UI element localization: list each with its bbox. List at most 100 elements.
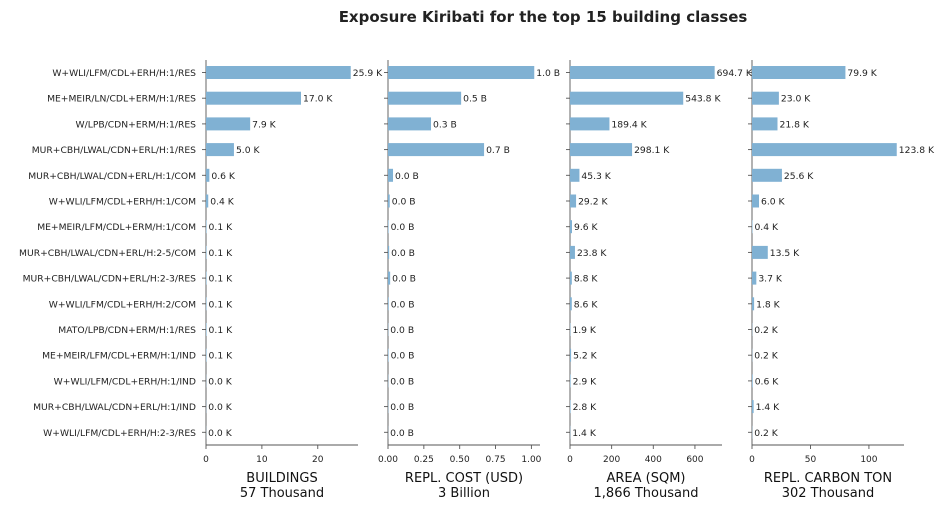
bar-value-label: 0.4 K (754, 222, 779, 233)
bar (206, 66, 351, 79)
x-tick-label: 200 (603, 455, 620, 465)
bar (388, 220, 389, 234)
x-tick-label: 20 (312, 455, 324, 465)
bar-value-label: 45.3 K (581, 171, 611, 182)
bar (752, 91, 779, 105)
bar-value-label: 0.0 B (391, 351, 415, 362)
bar-value-label: 0.1 K (209, 299, 234, 310)
x-tick-label: 1.00 (521, 455, 541, 465)
bar-value-label: 0.0 B (390, 376, 414, 387)
bar-value-label: 0.0 B (390, 428, 414, 439)
bar (206, 348, 207, 362)
bar-value-label: 0.1 K (209, 222, 234, 233)
x-axis-label: REPL. CARBON TON (764, 471, 892, 486)
bar-value-label: 0.0 B (390, 325, 414, 336)
bar (570, 245, 575, 259)
bar (570, 271, 572, 285)
bar-value-label: 0.2 K (754, 351, 779, 362)
x-tick-label: 600 (686, 455, 703, 465)
chart-title: Exposure Kiribati for the top 15 buildin… (339, 8, 748, 26)
bar-value-label: 21.8 K (779, 119, 809, 130)
x-tick-label: 0.50 (450, 455, 470, 465)
x-tick-label: 0 (567, 455, 573, 465)
bar-value-label: 0.5 B (463, 94, 487, 105)
bar (388, 117, 432, 131)
bar-value-label: 0.0 B (395, 171, 419, 182)
bar-value-label: 0.4 K (210, 197, 235, 208)
panel-total-label: 1,866 Thousand (594, 486, 699, 501)
bar-value-label: 0.6 K (211, 171, 236, 182)
bar (752, 271, 757, 285)
category-label: W+WLI/LFM/CDL+ERH/H:2/COM (49, 299, 196, 310)
category-label: W/LPB/CDN+ERM/H:1/RES (76, 119, 197, 130)
bar-value-label: 79.9 K (847, 68, 877, 79)
bar-value-label: 1.4 K (572, 428, 597, 439)
x-axis-label: REPL. COST (USD) (405, 471, 523, 486)
bar (752, 117, 778, 131)
bar-value-label: 0.0 B (390, 402, 414, 413)
bar (752, 66, 846, 79)
bar (570, 297, 572, 311)
bar (388, 245, 390, 259)
bar-value-label: 5.2 K (573, 351, 598, 362)
bar-value-label: 25.9 K (353, 68, 383, 79)
category-label: MUR+CBH/LWAL/CDN+ERL/H:1/RES (32, 145, 196, 156)
category-label: W+WLI/LFM/CDL+ERH/H:1/RES (52, 68, 196, 79)
bar-value-label: 0.2 K (754, 325, 779, 336)
panel-total-label: 57 Thousand (240, 486, 324, 501)
bar-value-label: 23.8 K (577, 248, 607, 259)
bar-value-label: 0.0 B (392, 274, 416, 285)
bar (206, 271, 207, 285)
bar-value-label: 0.0 K (208, 376, 233, 387)
bar-value-label: 9.6 K (574, 222, 599, 233)
panel-1: 0 10 20 25.9 K 17.0 K 7.9 K 5.0 K 0.6 K 0.4 K 0.1… (202, 60, 383, 501)
bar (388, 194, 390, 208)
bar (206, 220, 207, 234)
bar-value-label: 1.8 K (756, 299, 781, 310)
bar-value-label: 0.0 B (391, 299, 415, 310)
bar-value-label: 1.4 K (756, 402, 781, 413)
category-label: MUR+CBH/LWAL/CDN+ERL/H:1/IND (33, 402, 196, 413)
bar-value-label: 6.0 K (761, 197, 786, 208)
bar-value-label: 1.9 K (572, 325, 597, 336)
category-label: W+WLI/LFM/CDL+ERH/H:1/IND (54, 376, 196, 387)
category-labels: W+WLI/LFM/CDL+ERH/H:1/RES ME+MEIR/LN/CDL+… (19, 68, 196, 439)
bar (752, 297, 755, 311)
panel-total-label: 302 Thousand (782, 486, 875, 501)
category-label: ME+MEIR/LFM/CDL+ERM/H:1/COM (37, 222, 196, 233)
panel-total-label: 3 Billion (438, 486, 490, 501)
x-tick-label: 100 (860, 455, 877, 465)
bar-value-label: 0.1 K (209, 325, 234, 336)
bar-value-label: 0.7 B (486, 145, 510, 156)
x-tick-label: 0.75 (486, 455, 506, 465)
bar (206, 168, 210, 182)
bar (570, 220, 572, 234)
bar (206, 143, 234, 157)
x-tick-label: 50 (805, 455, 817, 465)
bar (570, 143, 633, 157)
bar (752, 143, 897, 157)
bar-value-label: 25.6 K (784, 171, 814, 182)
x-tick-label: 10 (256, 455, 268, 465)
bar-value-label: 0.0 B (391, 222, 415, 233)
category-label: ME+MEIR/LN/CDL+ERM/H:1/RES (47, 94, 196, 105)
category-label: W+WLI/LFM/CDL+ERH/H:1/COM (49, 197, 196, 208)
bar-value-label: 23.0 K (781, 94, 811, 105)
category-label: MUR+CBH/LWAL/CDN+ERL/H:2-3/RES (23, 274, 197, 285)
bar (388, 66, 535, 79)
bar-value-label: 298.1 K (634, 145, 670, 156)
bar-value-label: 13.5 K (770, 248, 800, 259)
bar (388, 297, 389, 311)
bar-value-label: 2.8 K (573, 402, 598, 413)
bar (206, 323, 207, 336)
bar-value-label: 0.1 K (209, 274, 234, 285)
bar (206, 194, 209, 208)
bar (388, 91, 462, 105)
bar-value-label: 0.0 B (391, 248, 415, 259)
bar-value-label: 2.9 K (573, 376, 598, 387)
bar (570, 91, 684, 105)
bar-value-label: 0.1 K (209, 248, 234, 259)
bar-value-label: 123.8 K (899, 145, 935, 156)
bar (206, 297, 207, 311)
bar-value-label: 0.0 K (208, 402, 233, 413)
